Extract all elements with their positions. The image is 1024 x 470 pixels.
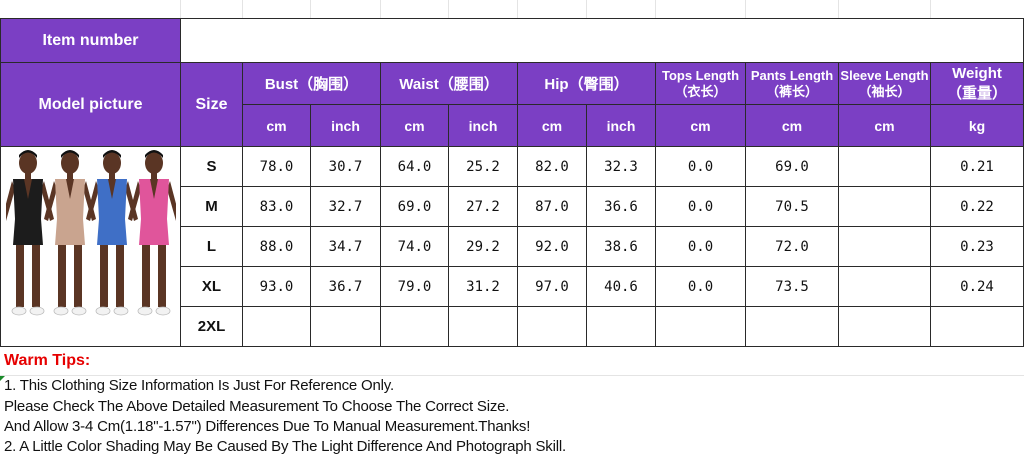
weight-cell: 0.22: [930, 186, 1024, 227]
size-cell: 2XL: [180, 306, 243, 347]
model-figure: [1, 150, 54, 316]
bust-cm-cell: [242, 306, 311, 347]
hip-inch-cell: [586, 306, 656, 347]
waist-cm-cell: [380, 306, 449, 347]
unit-cell: cm: [838, 104, 931, 147]
unit-cell: kg: [930, 104, 1024, 147]
tops-length-cell: 0.0: [655, 146, 746, 187]
size-chart-table: Item number Model picture Size Bust（胸围） …: [0, 18, 1024, 347]
waist-inch-cell: 25.2: [448, 146, 518, 187]
tops-length-cell: 0.0: [655, 266, 746, 307]
table-row: L 88.0 34.7 74.0 29.2 92.0 38.6 0.0 72.0…: [1, 226, 1024, 267]
pants-length-cell: 70.5: [745, 186, 839, 227]
pants-length-cell: [745, 306, 839, 347]
waist-cm-cell: 64.0: [380, 146, 449, 187]
waist-cm-cell: 79.0: [380, 266, 449, 307]
cell-comment-marker: [0, 375, 6, 381]
waist-inch-cell: [448, 306, 518, 347]
hip-cm-cell: 87.0: [517, 186, 587, 227]
hip-cm-cell: 97.0: [517, 266, 587, 307]
bust-header: Bust（胸围）: [242, 62, 381, 105]
weight-cell: [930, 306, 1024, 347]
sleeve-length-header: Sleeve Length （袖长）: [838, 62, 931, 105]
pants-length-header: Pants Length （裤长）: [745, 62, 839, 105]
table-row: 2XL: [1, 306, 1024, 347]
table-row: M 83.0 32.7 69.0 27.2 87.0 36.6 0.0 70.5…: [1, 186, 1024, 227]
tip-line: Please Check The Above Detailed Measurem…: [4, 398, 510, 415]
unit-cell: inch: [448, 104, 518, 147]
unit-cell: cm: [242, 104, 311, 147]
tops-length-cell: 0.0: [655, 186, 746, 227]
waist-inch-cell: 29.2: [448, 226, 518, 267]
weight-header: Weight （重量）: [930, 62, 1024, 105]
warm-tips-title: Warm Tips:: [4, 352, 91, 369]
waist-inch-cell: 27.2: [448, 186, 518, 227]
bust-inch-cell: [310, 306, 381, 347]
unit-cell: inch: [586, 104, 656, 147]
size-label: Size: [180, 62, 243, 147]
tip-line: 1. This Clothing Size Information Is Jus…: [4, 377, 394, 394]
tip-line: And Allow 3-4 Cm(1.18"-1.57") Difference…: [4, 418, 531, 435]
pants-length-cell: 69.0: [745, 146, 839, 187]
hip-inch-cell: 40.6: [586, 266, 656, 307]
model-figure: [127, 150, 180, 316]
table-row: S 78.0 30.7 64.0 25.2 82.0 32.3 0.0 69.0…: [0, 146, 1024, 347]
bust-cm-cell: 93.0: [242, 266, 311, 307]
unit-cell: cm: [745, 104, 839, 147]
sleeve-length-cell: [838, 266, 931, 307]
sleeve-length-cell: [838, 186, 931, 227]
bust-cm-cell: 88.0: [242, 226, 311, 267]
weight-cell: 0.24: [930, 266, 1024, 307]
pants-length-cell: 73.5: [745, 266, 839, 307]
hip-inch-cell: 38.6: [586, 226, 656, 267]
weight-cell: 0.21: [930, 146, 1024, 187]
bust-cm-cell: 83.0: [242, 186, 311, 227]
hip-inch-cell: 36.6: [586, 186, 656, 227]
sleeve-length-cell: [838, 226, 931, 267]
warm-tips: Warm Tips: 1. This Clothing Size Informa…: [0, 348, 1024, 470]
model-figure: [43, 150, 96, 316]
model-picture-label: Model picture: [0, 62, 181, 147]
bust-inch-cell: 30.7: [310, 146, 381, 187]
bust-inch-cell: 32.7: [310, 186, 381, 227]
waist-inch-cell: 31.2: [448, 266, 518, 307]
pants-length-cell: 72.0: [745, 226, 839, 267]
tops-length-header: Tops Length （衣长）: [655, 62, 746, 105]
tops-length-cell: [655, 306, 746, 347]
hip-cm-cell: 92.0: [517, 226, 587, 267]
model-figure: [85, 150, 138, 316]
unit-cell: cm: [517, 104, 587, 147]
model-picture: [0, 146, 181, 347]
size-cell: L: [180, 226, 243, 267]
sleeve-length-cell: [838, 146, 931, 187]
tip-line: 2. A Little Color Shading May Be Caused …: [4, 438, 566, 455]
unit-cell: inch: [310, 104, 381, 147]
waist-cm-cell: 74.0: [380, 226, 449, 267]
weight-cell: 0.23: [930, 226, 1024, 267]
bust-inch-cell: 36.7: [310, 266, 381, 307]
hip-header: Hip（臀围）: [517, 62, 656, 105]
waist-cm-cell: 69.0: [380, 186, 449, 227]
size-cell: M: [180, 186, 243, 227]
item-number-value: [180, 18, 1024, 63]
bust-cm-cell: 78.0: [242, 146, 311, 187]
size-cell: XL: [180, 266, 243, 307]
tops-length-cell: 0.0: [655, 226, 746, 267]
divider: [0, 375, 1024, 376]
item-number-label: Item number: [0, 18, 181, 63]
bust-inch-cell: 34.7: [310, 226, 381, 267]
hip-inch-cell: 32.3: [586, 146, 656, 187]
model-photo-image: [1, 150, 180, 316]
sleeve-length-cell: [838, 306, 931, 347]
spreadsheet-gridlines: [0, 0, 1024, 18]
hip-cm-cell: [517, 306, 587, 347]
unit-cell: cm: [380, 104, 449, 147]
hip-cm-cell: 82.0: [517, 146, 587, 187]
unit-cell: cm: [655, 104, 746, 147]
size-cell: S: [180, 146, 243, 187]
table-row: XL 93.0 36.7 79.0 31.2 97.0 40.6 0.0 73.…: [1, 266, 1024, 307]
waist-header: Waist（腰围）: [380, 62, 518, 105]
